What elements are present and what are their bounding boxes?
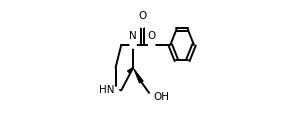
Circle shape [139, 21, 145, 27]
Polygon shape [133, 68, 143, 83]
Text: OH: OH [153, 92, 169, 102]
Circle shape [112, 87, 119, 94]
Text: O: O [138, 11, 147, 21]
Text: O: O [148, 31, 156, 41]
Text: HN: HN [99, 85, 114, 95]
Circle shape [149, 94, 155, 100]
Circle shape [149, 42, 155, 48]
Circle shape [130, 42, 136, 48]
Text: N: N [129, 31, 137, 41]
